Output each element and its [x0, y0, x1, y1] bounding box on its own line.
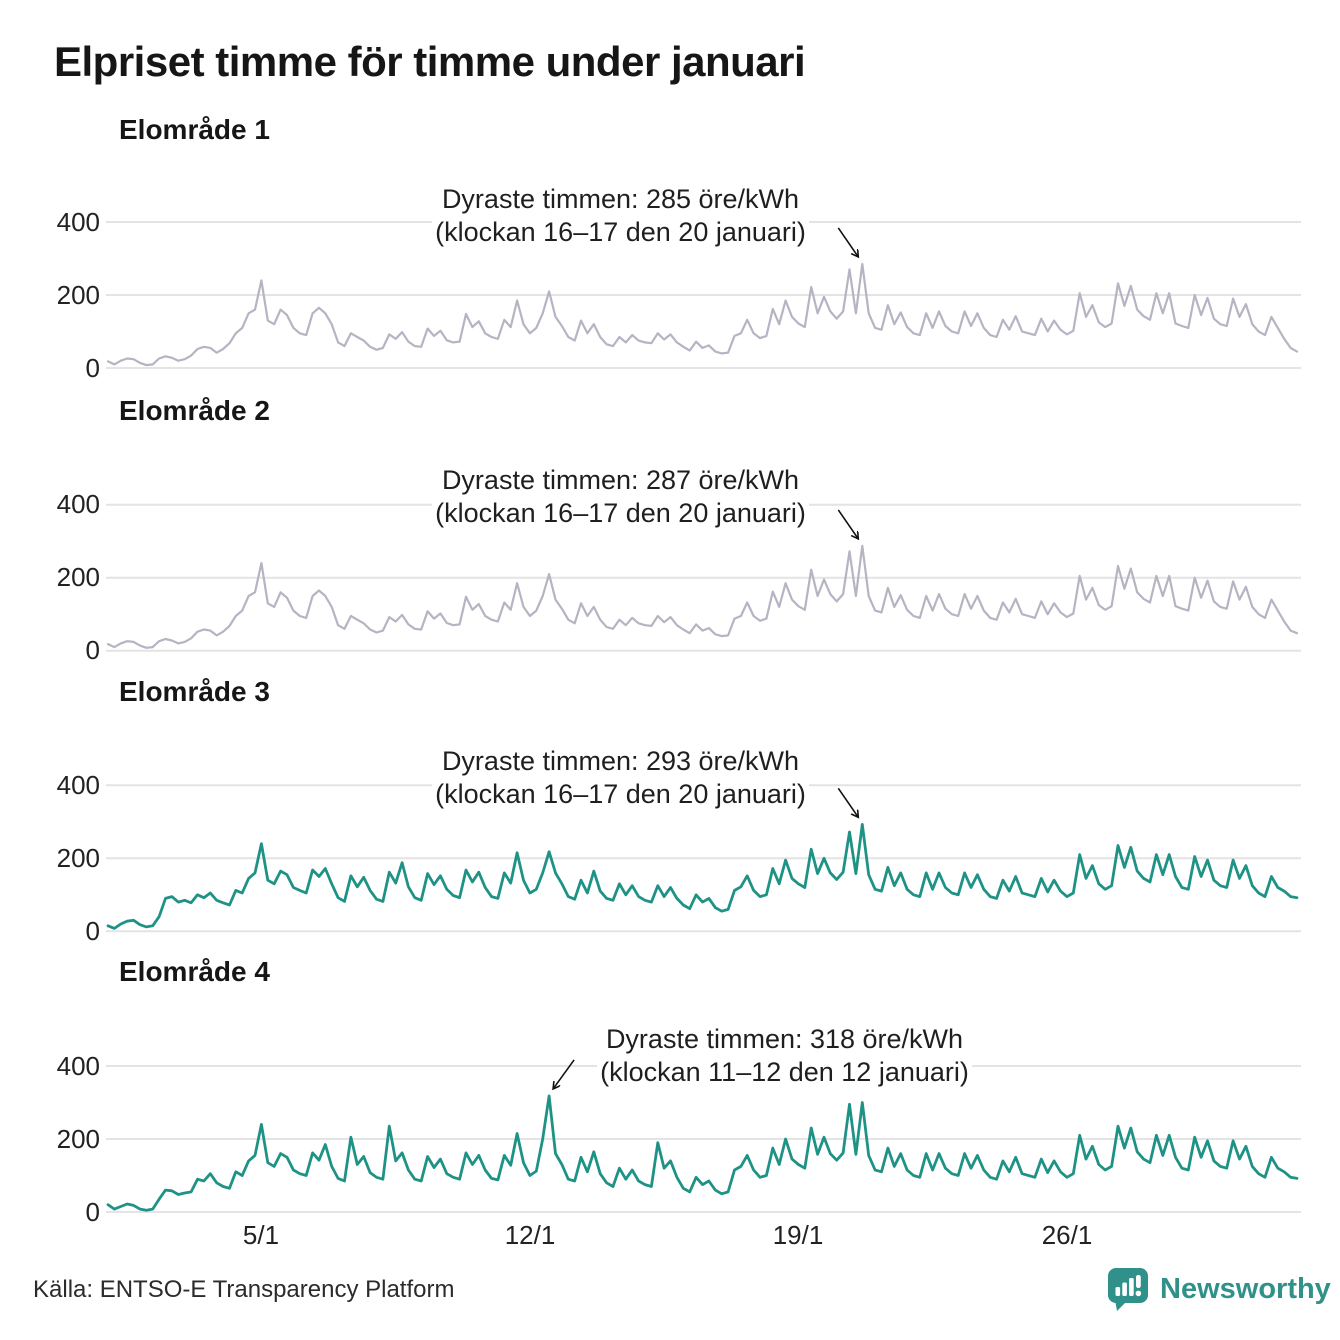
y-tick-label: 200 — [56, 843, 100, 873]
annotation-elomrade-2: Dyraste timmen: 287 öre/kWh (klockan 16–… — [388, 464, 853, 530]
y-tick-label: 200 — [56, 562, 100, 592]
annotation-arrow-elomrade-2 — [837, 509, 858, 539]
y-tick-label: 400 — [56, 207, 100, 237]
annotation-line2: (klockan 16–17 den 20 januari) — [432, 778, 809, 811]
annotation-arrow-elomrade-1 — [837, 227, 858, 257]
page-title: Elpriset timme för timme under januari — [54, 38, 806, 85]
y-tick-label: 400 — [56, 770, 100, 800]
annotation-line1: Dyraste timmen: 285 öre/kWh — [438, 183, 803, 216]
y-tick-label: 0 — [85, 916, 100, 946]
annotation-elomrade-1: Dyraste timmen: 285 öre/kWh (klockan 16–… — [388, 183, 853, 249]
y-tick-label: 0 — [85, 635, 100, 665]
newsworthy-logo: Newsworthy — [1106, 1266, 1331, 1312]
panel-title-elomrade-1: Elområde 1 — [119, 114, 270, 145]
y-tick-label: 0 — [85, 353, 100, 383]
annotation-line2: (klockan 11–12 den 12 januari) — [597, 1056, 972, 1089]
annotation-line2: (klockan 16–17 den 20 januari) — [432, 216, 809, 249]
panel-title-elomrade-3: Elområde 3 — [119, 676, 270, 707]
x-tick-label: 26/1 — [1041, 1220, 1093, 1250]
y-tick-label: 0 — [85, 1197, 100, 1227]
annotation-line1: Dyraste timmen: 293 öre/kWh — [438, 745, 803, 778]
annotation-line1: Dyraste timmen: 318 öre/kWh — [602, 1023, 967, 1056]
panel-title-elomrade-4: Elområde 4 — [119, 956, 270, 987]
y-tick-label: 200 — [56, 280, 100, 310]
y-tick-label: 400 — [56, 489, 100, 519]
newsworthy-logo-text: Newsworthy — [1160, 1272, 1331, 1305]
y-tick-label: 200 — [56, 1124, 100, 1154]
annotation-arrow-elomrade-3 — [837, 787, 858, 817]
price-line-elomrade-1 — [106, 262, 1299, 367]
price-line-elomrade-3 — [106, 823, 1299, 930]
source-caption: Källa: ENTSO-E Transparency Platform — [33, 1276, 455, 1303]
bar-chart-speech-bubble-icon — [1108, 1268, 1148, 1311]
annotation-elomrade-4: Dyraste timmen: 318 öre/kWh (klockan 11–… — [552, 1023, 1017, 1089]
annotation-arrow-elomrade-4 — [553, 1059, 575, 1089]
annotation-line2: (klockan 16–17 den 20 januari) — [432, 497, 809, 530]
y-tick-label: 400 — [56, 1051, 100, 1081]
price-line-elomrade-2 — [106, 544, 1299, 649]
x-tick-label: 12/1 — [504, 1220, 556, 1250]
annotation-line1: Dyraste timmen: 287 öre/kWh — [438, 464, 803, 497]
price-line-elomrade-4 — [106, 1094, 1299, 1212]
x-tick-label: 19/1 — [772, 1220, 824, 1250]
panel-title-elomrade-2: Elområde 2 — [119, 395, 270, 426]
annotation-elomrade-3: Dyraste timmen: 293 öre/kWh (klockan 16–… — [388, 745, 853, 811]
x-tick-label: 5/1 — [242, 1220, 280, 1250]
